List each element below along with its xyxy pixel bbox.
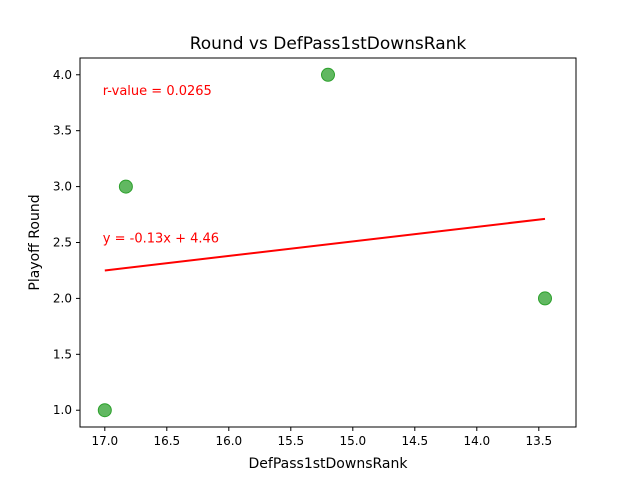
y-tick-label: 1.0 <box>53 403 72 417</box>
y-axis-label: Playoff Round <box>27 194 43 290</box>
y-tick-label: 3.0 <box>53 180 72 194</box>
x-tick-label: 16.0 <box>215 434 242 448</box>
y-tick-label: 2.0 <box>53 291 72 305</box>
regression-equation: y = -0.13x + 4.46 <box>103 232 219 247</box>
x-tick-label: 13.5 <box>525 434 552 448</box>
y-axis: 1.0 1.5 2.0 2.5 3.0 3.5 4.0 <box>53 68 80 417</box>
y-tick-label: 3.5 <box>53 124 72 138</box>
regression-line <box>104 217 546 272</box>
y-tick-label: 4.0 <box>53 68 72 82</box>
y-tick-label: 2.5 <box>53 236 72 250</box>
y-tick-label: 1.5 <box>53 347 72 361</box>
x-tick-label: 14.0 <box>463 434 490 448</box>
x-tick-label: 14.5 <box>401 434 428 448</box>
x-tick-label: 15.5 <box>277 434 304 448</box>
x-tick-label: 17.0 <box>91 434 118 448</box>
x-tick-label: 16.5 <box>153 434 180 448</box>
scatter-point <box>538 291 552 306</box>
x-tick-label: 15.0 <box>339 434 366 448</box>
x-axis: 17.0 16.5 16.0 15.5 15.0 14.5 14.0 13.5 <box>91 427 552 448</box>
scatter-point <box>321 67 335 82</box>
plot-area: y = -0.13x + 4.46 r-value = 0.0265 <box>97 67 552 418</box>
chart-title: Round vs DefPass1stDownsRank <box>190 34 467 54</box>
x-axis-label: DefPass1stDownsRank <box>249 456 409 472</box>
r-value-annotation: r-value = 0.0265 <box>103 84 212 99</box>
scatter-point <box>118 179 133 194</box>
scatter-point <box>97 403 112 418</box>
